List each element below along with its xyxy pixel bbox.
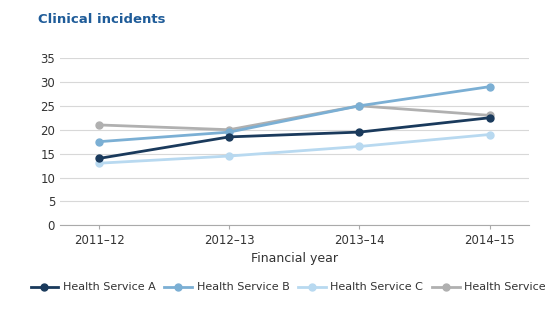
- Legend: Health Service A, Health Service B, Health Service C, Health Service D: Health Service A, Health Service B, Heal…: [26, 278, 545, 297]
- X-axis label: Financial year: Financial year: [251, 252, 338, 265]
- Text: Clinical incidents: Clinical incidents: [38, 13, 166, 26]
